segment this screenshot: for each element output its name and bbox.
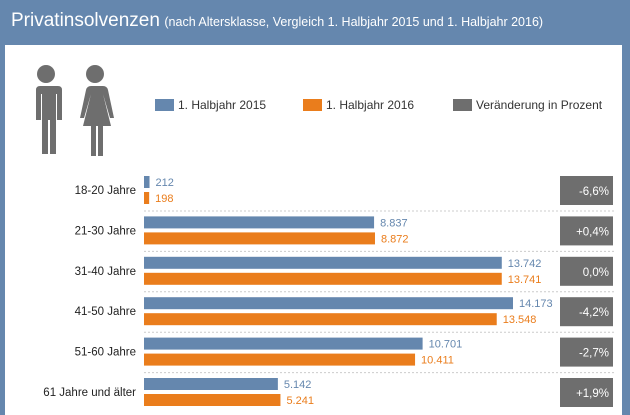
value-label-2016: 5.241 xyxy=(286,395,314,407)
bar-2015 xyxy=(144,256,502,269)
change-box xyxy=(560,337,613,367)
change-box xyxy=(560,256,613,286)
value-label-2016: 13.548 xyxy=(503,314,537,326)
legend-swatch-change xyxy=(453,99,472,111)
change-label: -2,7% xyxy=(579,348,609,360)
change-box xyxy=(560,378,613,407)
legend-2015: 1. Halbjahr 2015 xyxy=(155,98,266,112)
value-label-2015: 10.701 xyxy=(429,339,463,351)
bar-2016 xyxy=(144,232,375,245)
category-label: 41-50 Jahre xyxy=(75,306,136,318)
value-label-2015: 14.173 xyxy=(519,298,553,310)
category-label: 21-30 Jahre xyxy=(75,225,136,237)
bar-2015 xyxy=(144,337,423,350)
bar-2015 xyxy=(144,378,278,390)
legend-label-change: Veränderung in Prozent xyxy=(476,98,603,112)
change-label: -6,6% xyxy=(579,186,609,198)
value-label-2015: 8.837 xyxy=(380,217,408,229)
change-label: +1,9% xyxy=(576,388,609,400)
value-label-2016: 13.741 xyxy=(508,274,542,286)
chart-title: Privatinsolvenzen (nach Altersklasse, Ve… xyxy=(11,10,543,32)
value-label-2016: 10.411 xyxy=(421,355,454,367)
change-label: 0,0% xyxy=(583,267,609,279)
bar-2016 xyxy=(144,394,281,406)
title-sub: (nach Altersklasse, Vergleich 1. Halbjah… xyxy=(164,15,544,29)
legend-swatch-2016 xyxy=(303,99,322,111)
change-box xyxy=(560,297,613,327)
category-label: 31-40 Jahre xyxy=(75,266,136,278)
bar-2016 xyxy=(144,192,150,204)
title-main: Privatinsolvenzen xyxy=(11,10,160,31)
value-label-2016: 8.872 xyxy=(381,233,409,245)
legend-swatch-2015 xyxy=(155,99,174,111)
legend-2016: 1. Halbjahr 2016 xyxy=(303,98,414,112)
legend-change: Veränderung in Prozent xyxy=(453,98,602,112)
change-box xyxy=(560,176,613,205)
change-label: +0,4% xyxy=(576,226,609,238)
value-label-2015: 212 xyxy=(156,177,174,189)
bar-2016 xyxy=(144,353,416,366)
bar-2015 xyxy=(144,176,150,188)
category-label: 18-20 Jahre xyxy=(75,185,136,197)
legend-label-2015: 1. Halbjahr 2015 xyxy=(178,98,267,112)
bar-2015 xyxy=(144,216,375,229)
category-label: 51-60 Jahre xyxy=(75,347,136,359)
value-label-2016: 198 xyxy=(155,193,173,205)
bar-2016 xyxy=(144,313,497,326)
value-label-2015: 5.142 xyxy=(284,379,312,391)
category-label: 61 Jahre und älter xyxy=(43,387,136,399)
bar-2016 xyxy=(144,272,502,285)
value-label-2015: 13.742 xyxy=(508,258,542,270)
legend-label-2016: 1. Halbjahr 2016 xyxy=(326,98,415,112)
bar-2015 xyxy=(144,297,513,310)
change-box xyxy=(560,216,613,246)
change-label: -4,2% xyxy=(579,307,609,319)
